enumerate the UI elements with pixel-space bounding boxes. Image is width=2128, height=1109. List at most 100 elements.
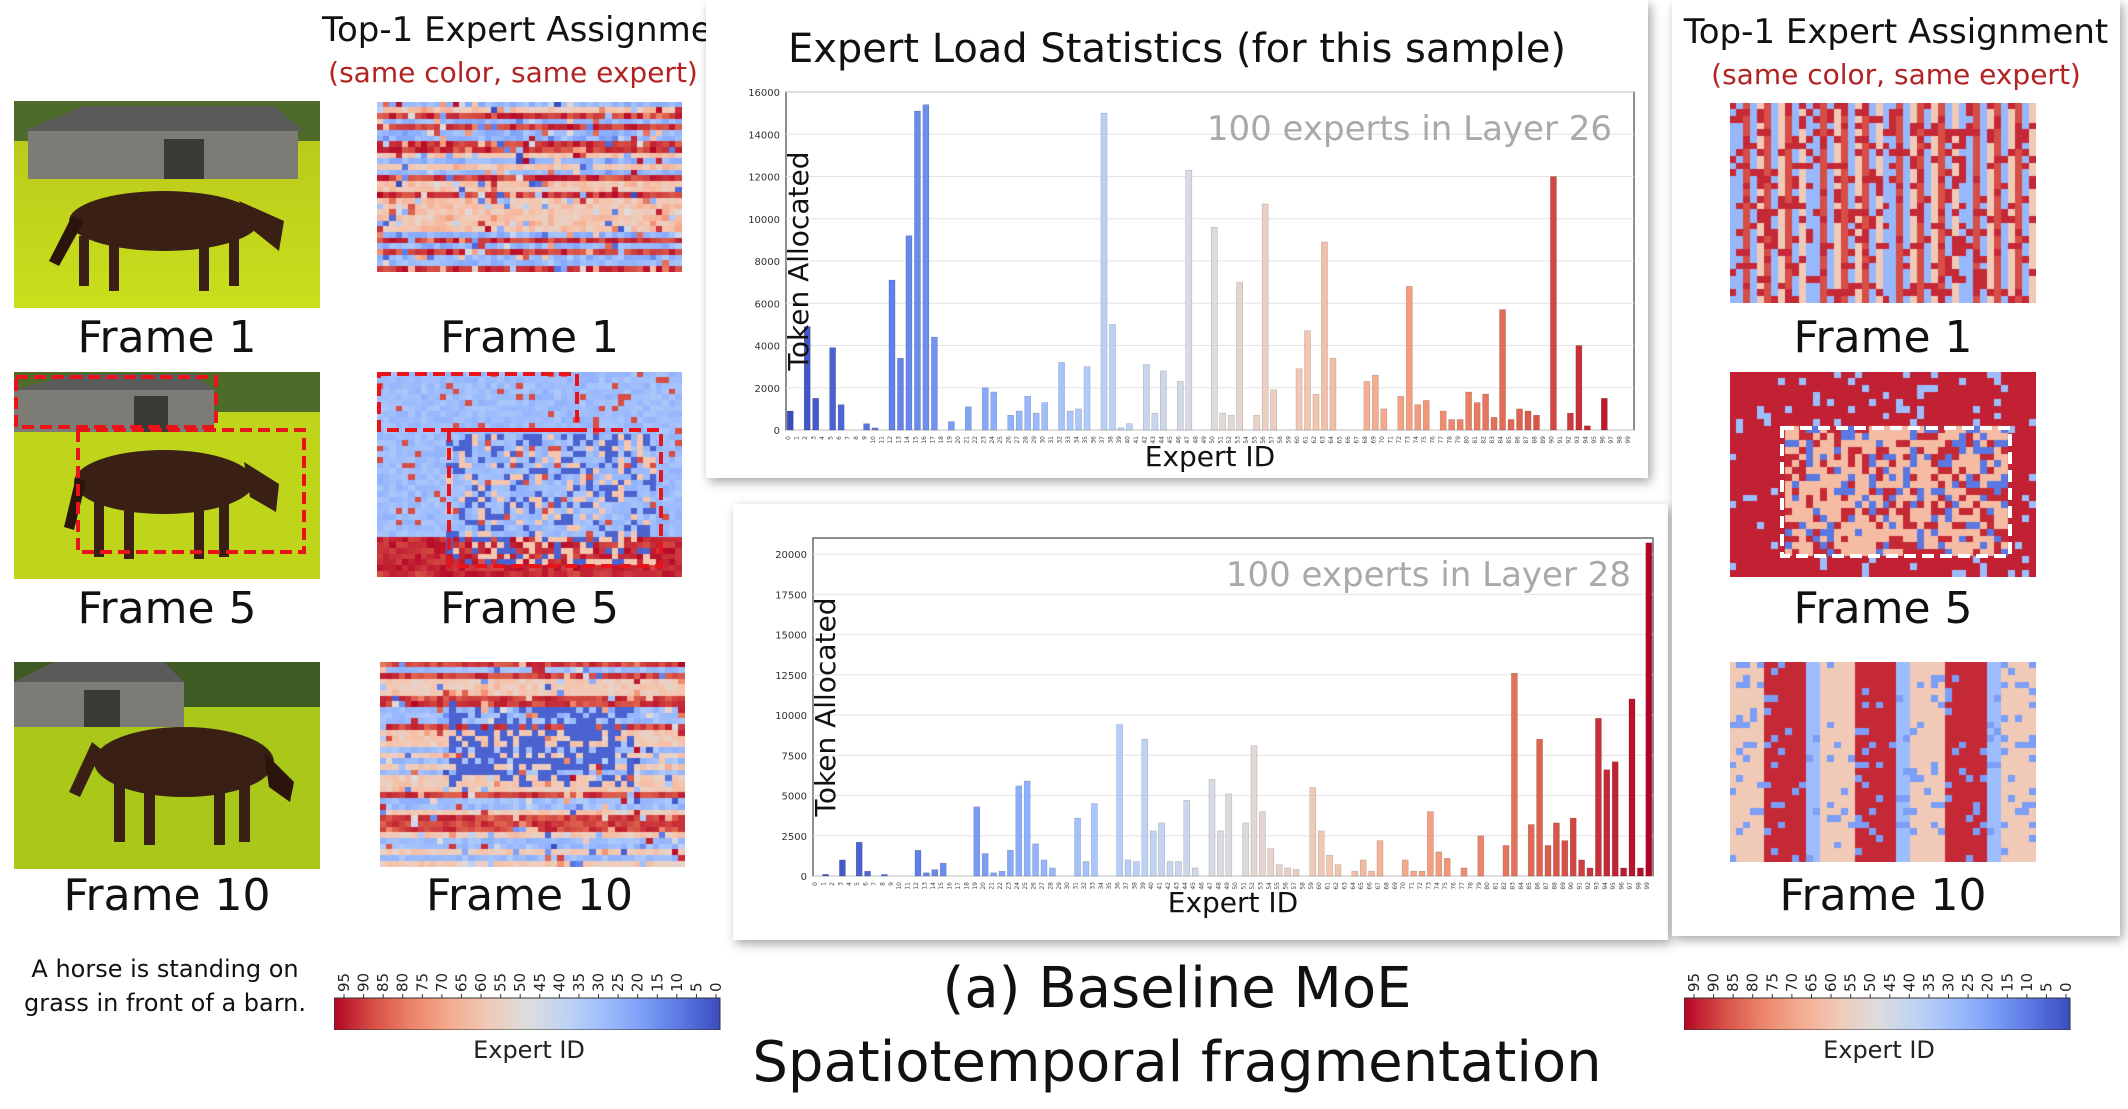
x-tick-label: 86 <box>1535 882 1542 890</box>
bar-expert-39 <box>1141 738 1149 877</box>
colorbar-tick: 10 <box>2018 973 2036 992</box>
photo-frame-5 <box>14 372 320 579</box>
frame-label-10: Frame 10 <box>63 870 271 921</box>
x-tick-label: 61 <box>1303 436 1310 444</box>
frame-label-5: Frame 5 <box>77 583 257 634</box>
x-tick-label: 19 <box>946 436 953 444</box>
y-tick-label: 12500 <box>775 671 807 682</box>
bar-expert-69 <box>1372 374 1379 431</box>
x-tick-label: 85 <box>1526 882 1533 890</box>
bar-expert-60 <box>1317 830 1325 877</box>
y-tick-label: 12000 <box>748 173 780 184</box>
x-tick-label: 28 <box>1023 436 1030 444</box>
x-tick-label: 79 <box>1476 882 1483 890</box>
bar-expert-37 <box>1100 112 1108 431</box>
bar-expert-52 <box>1250 745 1258 877</box>
bar-expert-82 <box>1482 393 1489 431</box>
x-tick-label: 75 <box>1442 882 1449 890</box>
bar-expert-44 <box>1183 800 1191 877</box>
x-tick-label: 8 <box>879 882 886 886</box>
y-tick-label: 4000 <box>755 342 780 353</box>
x-tick-label: 22 <box>997 882 1004 890</box>
bar-expert-28 <box>1049 867 1056 877</box>
colorbar-tick: 5 <box>687 982 705 992</box>
x-tick-label: 62 <box>1311 436 1318 444</box>
bar-expert-62 <box>1334 864 1342 877</box>
y-tick-label: 10000 <box>775 711 807 722</box>
x-tick-label: 35 <box>1106 882 1113 890</box>
bar-expert-73 <box>1405 286 1413 431</box>
bar-expert-77 <box>1460 867 1468 877</box>
bar-expert-93 <box>1595 718 1602 877</box>
bar-expert-30 <box>1041 402 1048 431</box>
bar-expert-46 <box>1177 381 1184 431</box>
x-tick-label: 53 <box>1257 882 1264 890</box>
left-panel-title: Top-1 Expert Assignment <box>322 10 747 50</box>
x-tick-label: 54 <box>1266 882 1273 890</box>
bar-expert-72 <box>1418 870 1426 877</box>
bar-expert-97 <box>1628 698 1636 877</box>
bar-expert-13 <box>923 872 930 877</box>
bar-expert-5 <box>855 841 863 877</box>
bar-expert-20 <box>981 853 989 877</box>
x-tick-label: 43 <box>1173 882 1180 890</box>
bar-expert-40 <box>1126 423 1133 431</box>
x-tick-label: 64 <box>1328 436 1335 444</box>
x-tick-label: 60 <box>1294 436 1301 444</box>
bar-expert-0 <box>786 410 794 431</box>
x-axis-label: Expert ID <box>1168 886 1298 919</box>
x-tick-label: 55 <box>1252 436 1259 444</box>
x-tick-label: 69 <box>1392 882 1399 890</box>
bar-expert-83 <box>1511 672 1518 877</box>
colorbar-tick: 95 <box>335 973 353 992</box>
x-axis-label: Expert ID <box>1145 440 1275 473</box>
bar-expert-96 <box>1620 867 1627 877</box>
x-tick-label: 17 <box>929 436 936 444</box>
x-tick-label: 36 <box>1115 882 1122 890</box>
x-tick-label: 5 <box>854 882 861 886</box>
x-tick-label: 57 <box>1291 882 1298 890</box>
bar-expert-63 <box>1321 241 1328 431</box>
x-tick-label: 87 <box>1543 882 1550 890</box>
x-tick-label: 4 <box>819 436 826 440</box>
bar-expert-3 <box>812 398 819 431</box>
bar-expert-62 <box>1312 393 1320 431</box>
x-tick-label: 29 <box>1031 436 1038 444</box>
x-tick-label: 50 <box>1232 882 1239 890</box>
x-tick-label: 45 <box>1167 436 1174 444</box>
x-tick-label: 56 <box>1283 882 1290 890</box>
bar-expert-14 <box>905 235 913 431</box>
bar-expert-15 <box>939 862 947 877</box>
x-tick-label: 6 <box>863 882 870 886</box>
x-tick-label: 63 <box>1341 882 1348 890</box>
x-tick-label: 48 <box>1215 882 1222 890</box>
bar-expert-84 <box>1499 309 1506 431</box>
bottom-title-line-2: Spatiotemporal fragmentation <box>752 1030 1602 1095</box>
bar-expert-29 <box>1032 412 1040 431</box>
bar-expert-47 <box>1208 779 1216 877</box>
x-tick-label: 72 <box>1417 882 1424 890</box>
x-tick-label: 20 <box>955 436 962 444</box>
colorbar-tick: 40 <box>1900 973 1918 992</box>
bar-expert-68 <box>1363 381 1371 431</box>
left-heatmap-highlights <box>377 372 663 568</box>
x-tick-label: 76 <box>1451 882 1458 890</box>
bar-expert-49 <box>1225 793 1233 877</box>
x-tick-label: 14 <box>930 882 937 890</box>
bar-expert-51 <box>1242 822 1249 877</box>
bar-expert-56 <box>1261 203 1269 431</box>
bar-expert-79 <box>1477 835 1485 877</box>
x-tick-label: 99 <box>1625 436 1632 444</box>
bar-expert-70 <box>1401 859 1409 877</box>
bar-expert-67 <box>1376 840 1384 877</box>
right-panel-frame-label-1: Frame 1 <box>1793 312 1973 363</box>
colorbar-tick: 60 <box>472 973 490 992</box>
heatmap-right-frame-10 <box>1730 662 2036 862</box>
y-tick-label: 6000 <box>755 299 780 310</box>
bar-expert-27 <box>1015 410 1023 431</box>
bar-expert-38 <box>1133 861 1140 877</box>
bar-expert-42 <box>1143 364 1150 431</box>
right-heat-horse-box <box>1780 426 2012 558</box>
colorbar-gradient <box>334 997 721 1030</box>
